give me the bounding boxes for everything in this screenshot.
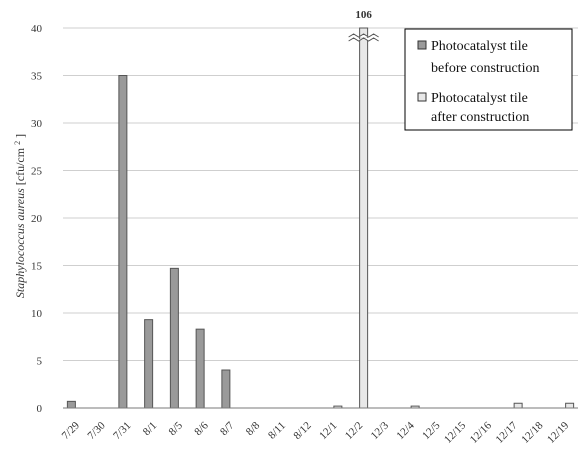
bar-before-7/29 [66, 400, 76, 409]
x-tick-label: 12/3 [369, 419, 392, 442]
x-tick-label: 12/5 [420, 419, 443, 442]
y-axis-label-unit: [cfu/cm [13, 147, 27, 185]
x-tick-label: 8/8 [244, 419, 263, 438]
axis-break-wave-upper [348, 33, 379, 38]
x-tick-label: 8/7 [218, 419, 237, 438]
x-tick-label: 12/1 [317, 420, 339, 442]
bar-before-8/6 [195, 328, 205, 409]
bar-after-12/2 [359, 27, 369, 409]
x-tick-label: 12/4 [394, 419, 417, 442]
y-tick-label: 10 [31, 308, 43, 320]
x-tick-label: 7/30 [85, 419, 108, 442]
y-tick-label: 20 [31, 213, 43, 225]
axis-break-wave-lower [348, 37, 379, 42]
bar-before-8/7 [221, 369, 231, 409]
x-tick-label: 7/29 [60, 419, 83, 442]
y-tick-label: 25 [31, 166, 43, 178]
legend-box [404, 28, 573, 131]
bar-before-7/31 [118, 75, 128, 409]
x-tick-label: 12/19 [545, 419, 572, 446]
legend-item-before: Photocatalyst tile before construction [417, 39, 539, 76]
legend-label-before-line2: before construction [431, 61, 539, 76]
y-tick-label: 5 [37, 356, 43, 368]
x-tick-label: 12/2 [343, 420, 365, 442]
bar-after-12/17 [513, 402, 523, 409]
legend: Photocatalyst tile before construction P… [404, 28, 573, 131]
x-tick-label: 8/5 [167, 419, 186, 438]
y-tick-label: 0 [37, 403, 43, 415]
x-tick-label: 7/31 [111, 420, 133, 442]
y-axis-label-unit-exponent: 2 [13, 141, 22, 145]
legend-label-after-line2: after construction [431, 110, 529, 125]
y-axis-label: Staphylococcus aureus [cfu/cm 2 ] [13, 134, 28, 298]
legend-swatch-after [417, 92, 427, 102]
x-tick-label: 12/18 [519, 419, 546, 446]
annotation: 106 [348, 9, 379, 42]
bar-before-8/5 [169, 267, 179, 409]
legend-item-after: Photocatalyst tile after construction [417, 91, 529, 125]
bar-before-8/1 [144, 319, 154, 409]
legend-label-after-line1: Photocatalyst tile [431, 91, 528, 106]
y-axis-label-unit-close: ] [13, 134, 27, 138]
y-tick-label: 15 [31, 261, 43, 273]
y-axis-ticks: 0 5 10 15 20 25 30 35 40 [31, 23, 43, 415]
x-tick-label: 12/15 [442, 419, 469, 446]
annotation-label: 106 [355, 9, 372, 21]
x-tick-label: 8/1 [141, 420, 159, 438]
y-axis-label-organism: Staphylococcus aureus [13, 188, 27, 298]
legend-label-before-line1: Photocatalyst tile [431, 39, 528, 54]
x-tick-label: 8/6 [192, 419, 211, 438]
x-tick-label: 12/16 [468, 419, 495, 446]
legend-swatch-before [417, 40, 427, 50]
y-tick-label: 40 [31, 23, 43, 35]
x-tick-label: 8/11 [266, 420, 288, 442]
y-tick-label: 30 [31, 118, 43, 130]
gridlines [63, 27, 578, 361]
x-tick-label: 12/17 [494, 419, 521, 446]
bar-after-12/19 [565, 402, 575, 409]
x-axis-ticks: 7/29 7/30 7/31 8/1 8/5 8/6 8/7 8/8 8/11 8/12 12/1 1… [60, 419, 572, 446]
y-tick-label: 35 [31, 71, 43, 83]
x-tick-label: 8/12 [291, 420, 313, 442]
